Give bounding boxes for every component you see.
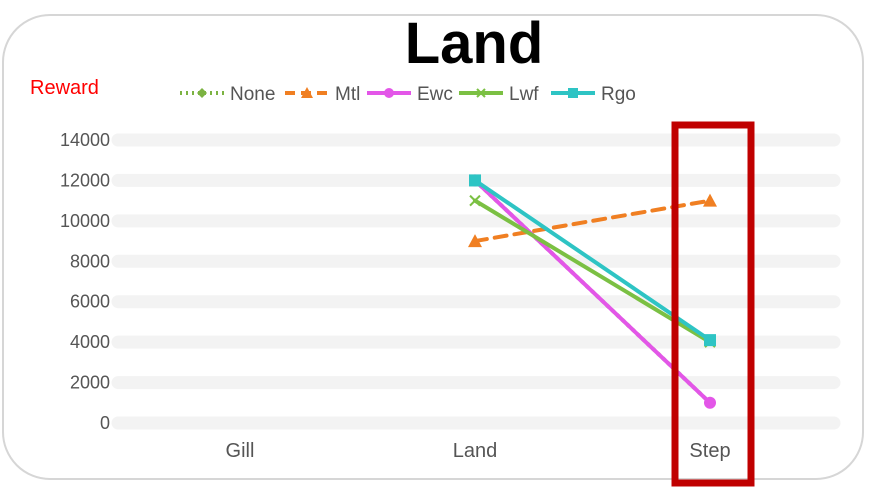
y-tick-labels: 0 2000 4000 6000 8000 10000 12000 14000 [60,130,110,433]
highlight-rect [671,121,755,487]
y-tick-label: 12000 [60,170,110,190]
y-axis-label: Reward [30,77,99,99]
marker-triangle [703,193,717,207]
chart-title: Land [404,11,544,76]
marker-triangle [301,87,313,98]
legend: None Mtl Ewc Lwf Rgo [180,84,636,105]
legend-item-rgo: Rgo [551,84,636,105]
x-tick-label: Step [689,440,730,462]
legend-label: Rgo [601,84,636,105]
legend-item-mtl: Mtl [285,84,360,105]
y-tick-label: 2000 [70,373,110,393]
series-line [473,178,712,405]
y-tick-label: 10000 [60,211,110,231]
marker-triangle [468,234,482,248]
x-tick-label: Gill [226,440,255,462]
series-line [473,198,712,345]
highlight-box [671,121,755,487]
marker-square [704,334,716,347]
series-mtl [468,193,717,248]
legend-item-none: None [180,84,275,105]
marker-x [476,88,486,98]
marker-circle [384,88,394,98]
legend-label: Ewc [417,84,453,105]
legend-label: Mtl [335,84,360,105]
x-tick-label: Land [453,440,498,462]
legend-label: Lwf [509,84,539,105]
grid-lines [111,133,841,430]
marker-square [568,88,578,98]
y-tick-label: 6000 [70,292,110,312]
legend-label: None [230,84,275,105]
y-tick-label: 14000 [60,130,110,150]
series-rgo [469,174,716,347]
legend-item-lwf: Lwf [459,84,539,105]
y-tick-label: 8000 [70,251,110,271]
y-tick-label: 4000 [70,332,110,352]
marker-diamond [197,88,207,98]
marker-circle [704,396,716,409]
y-tick-label: 0 [100,413,110,433]
series-line [473,198,712,244]
series-lines [468,174,717,409]
marker-x-stroke [476,88,486,98]
chart-card [2,14,864,480]
legend-item-ewc: Ewc [367,84,453,105]
marker-x-stroke [469,194,481,207]
x-tick-labels: Gill Land Step [226,440,731,462]
marker-square [469,174,481,187]
marker-x [469,194,481,207]
series-ewc [469,174,716,409]
series-line [473,178,712,343]
